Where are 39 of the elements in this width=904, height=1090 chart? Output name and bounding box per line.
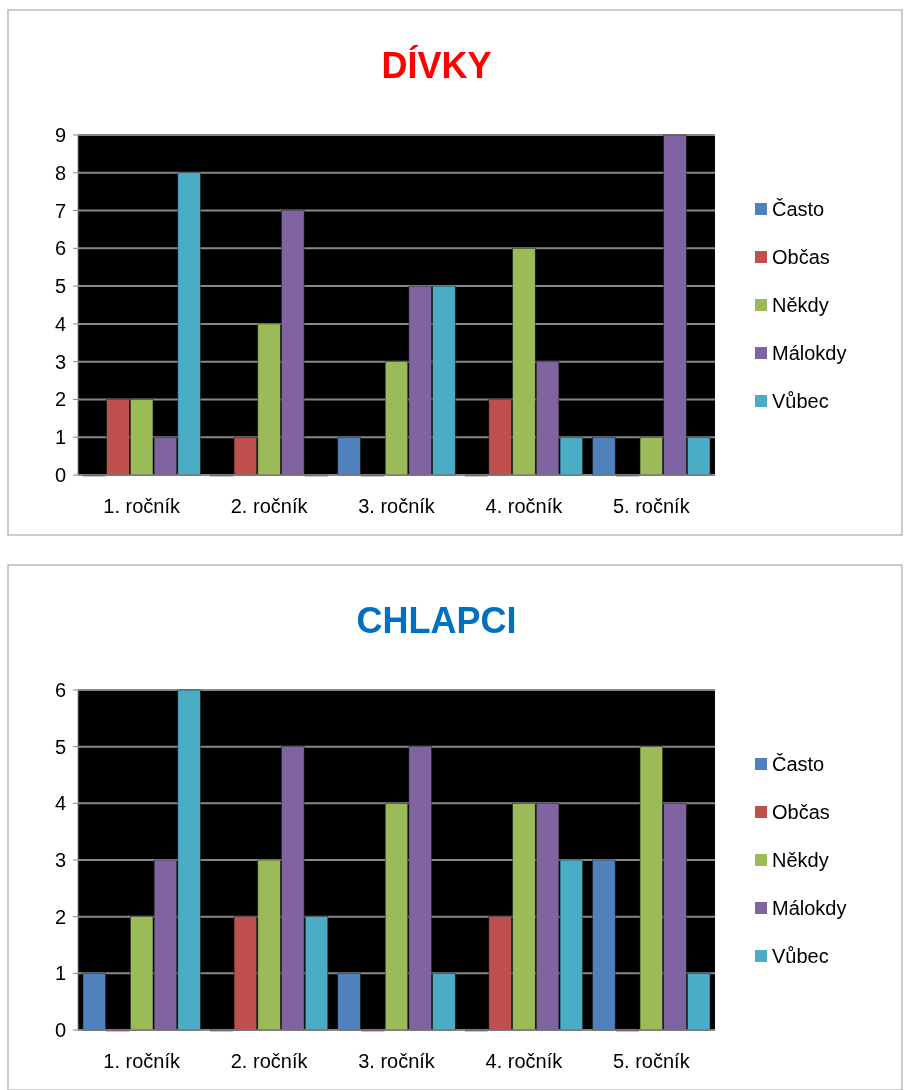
- y-tick-label: 0: [54, 464, 66, 486]
- x-tick-label: 4. ročník: [485, 495, 564, 517]
- y-tick-label: 3: [54, 350, 66, 373]
- y-tick-label: 6: [54, 679, 66, 701]
- legend-label: Občas: [772, 801, 830, 823]
- x-tick-label: 5. ročník: [612, 495, 691, 517]
- chart-title: CHLAPCI: [356, 600, 517, 641]
- y-tick-label: 4: [54, 792, 66, 815]
- x-tick-label: 1. ročník: [103, 495, 182, 517]
- x-tick-label: 2. ročník: [230, 1050, 309, 1072]
- legend-label: Občas: [772, 246, 830, 268]
- chart-title: DÍVKY: [381, 45, 492, 86]
- x-tick-label: 5. ročník: [612, 1050, 691, 1072]
- legend-label: Málokdy: [772, 897, 847, 919]
- y-tick-label: 2: [54, 388, 66, 411]
- y-tick-label: 2: [54, 905, 66, 928]
- y-tick-label: 0: [54, 1019, 66, 1041]
- legend-label: Někdy: [772, 294, 829, 316]
- y-tick-label: 5: [54, 275, 66, 298]
- x-tick-label: 1. ročník: [103, 1050, 182, 1072]
- y-tick-label: 8: [54, 161, 66, 184]
- y-tick-label: 7: [54, 199, 66, 222]
- x-tick-label: 2. ročník: [230, 495, 309, 517]
- y-tick-label: 9: [54, 124, 66, 146]
- y-tick-label: 1: [54, 962, 66, 985]
- legend-label: Vůbec: [772, 390, 829, 412]
- legend-label: Málokdy: [772, 342, 847, 364]
- legend-label: Často: [772, 198, 825, 220]
- y-tick-label: 4: [54, 312, 66, 335]
- y-tick-label: 6: [54, 237, 66, 260]
- y-tick-label: 5: [54, 735, 66, 758]
- x-tick-label: 4. ročník: [485, 1050, 564, 1072]
- y-tick-label: 1: [54, 426, 66, 449]
- x-tick-label: 3. ročník: [358, 1050, 436, 1072]
- y-tick-label: 3: [54, 849, 66, 871]
- legend-label: Vůbec: [772, 945, 829, 967]
- x-tick-label: 3. ročník: [358, 495, 436, 517]
- legend-label: Někdy: [772, 849, 829, 871]
- legend-label: Často: [772, 753, 825, 775]
